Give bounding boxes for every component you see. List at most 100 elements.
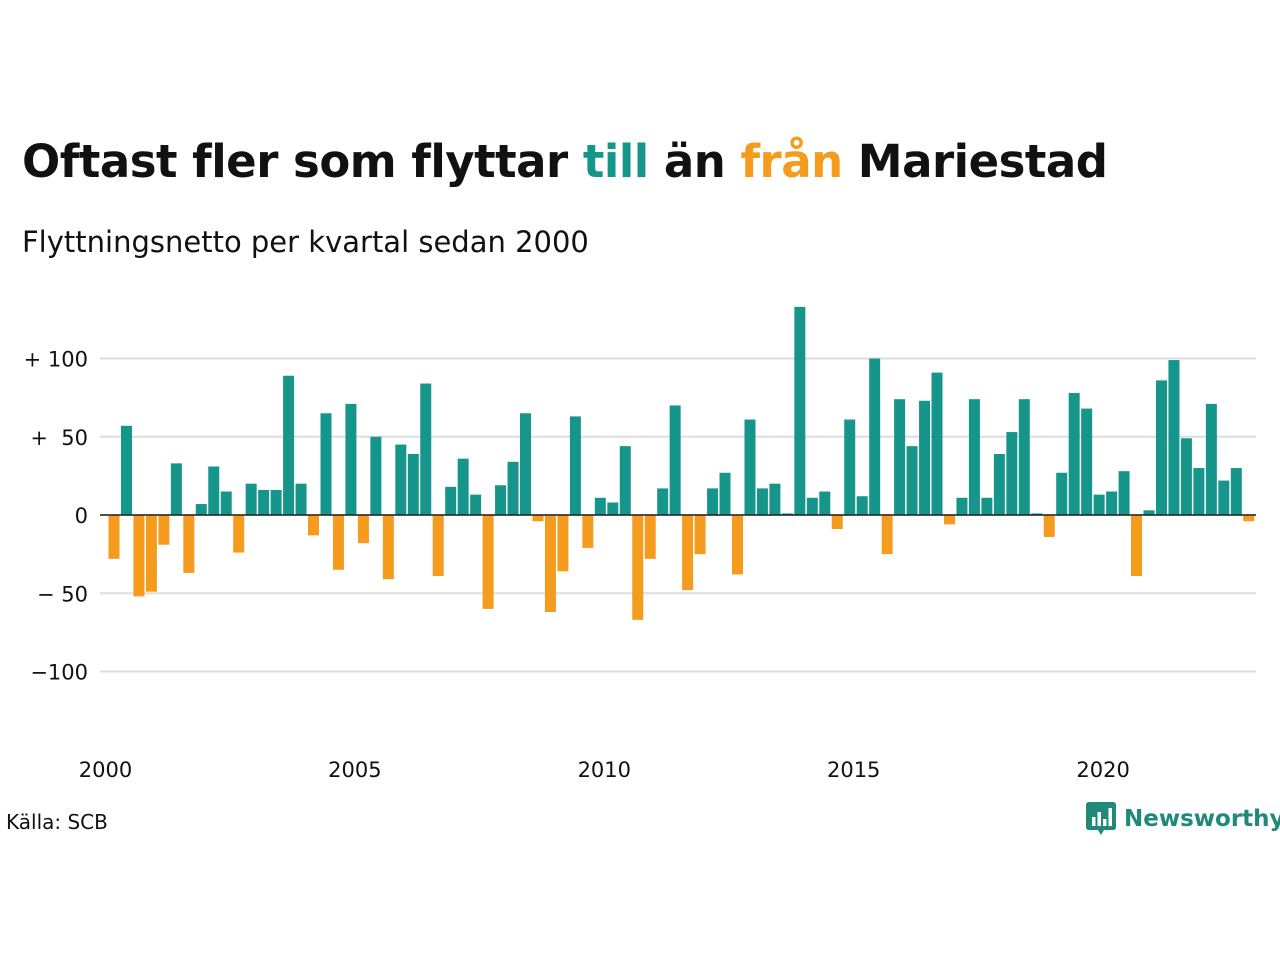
x-tick-label: 2000 — [79, 758, 132, 782]
bar — [831, 515, 843, 530]
bar — [869, 358, 881, 515]
bar — [557, 515, 569, 572]
bar — [108, 515, 120, 559]
bar — [395, 444, 407, 515]
bar — [582, 515, 594, 548]
bar — [906, 446, 918, 515]
chart-subtitle: Flyttningsnetto per kvartal sedan 2000 — [22, 225, 589, 259]
bar — [756, 488, 768, 515]
bar — [806, 497, 818, 515]
bar — [781, 513, 793, 515]
bar — [532, 515, 544, 522]
bar — [657, 488, 669, 515]
bar — [732, 515, 743, 575]
bar — [1093, 494, 1105, 515]
bar — [332, 515, 344, 570]
bar — [158, 515, 170, 545]
bar — [1081, 408, 1093, 515]
title-part3: Mariestad — [842, 135, 1108, 188]
bar — [407, 453, 419, 515]
bar — [507, 461, 519, 515]
bar — [1068, 392, 1080, 515]
bar — [357, 515, 369, 544]
bar — [133, 515, 145, 597]
title-highlight-fran: från — [740, 135, 843, 188]
bar — [632, 515, 644, 620]
bar — [819, 491, 831, 515]
bar — [1193, 468, 1205, 515]
title-highlight-till: till — [582, 135, 649, 188]
axes: + 100 + 50 0 − 50 −100 2000 2005 2010 2015 2020 — [24, 348, 1256, 782]
bar — [220, 491, 232, 515]
bar — [170, 463, 182, 515]
title-part1: Oftast fler som flyttar — [22, 135, 583, 188]
bar — [981, 497, 993, 515]
bar — [1131, 515, 1143, 577]
bar — [420, 383, 432, 515]
bar — [1230, 468, 1242, 515]
bar — [794, 306, 806, 515]
bar — [270, 489, 282, 515]
brand-name: Newsworthy — [1124, 806, 1280, 832]
x-tick-label: 2020 — [1076, 758, 1129, 782]
bar — [644, 515, 656, 559]
bar — [245, 483, 257, 515]
bar — [195, 504, 207, 516]
bar — [1243, 515, 1255, 522]
bar — [1205, 403, 1217, 515]
bar — [520, 413, 532, 515]
y-tick-label: + 50 — [30, 426, 88, 450]
bar — [968, 399, 980, 515]
bar — [844, 419, 856, 515]
bar — [682, 515, 694, 591]
bar — [669, 405, 681, 515]
x-tick-label: 2010 — [578, 758, 631, 782]
chat-bar-chart-icon — [1086, 802, 1116, 835]
source-note: Källa: SCB — [6, 810, 108, 834]
y-tick-label: 0 — [75, 504, 88, 528]
bar — [233, 515, 245, 553]
bar — [881, 515, 893, 555]
bar — [594, 497, 606, 515]
bar — [931, 372, 943, 515]
bar — [544, 515, 556, 613]
bar — [283, 375, 295, 515]
bar — [1218, 480, 1230, 515]
bar — [894, 399, 906, 515]
y-tick-label: − 50 — [37, 582, 88, 606]
bar — [1056, 472, 1068, 515]
bar — [569, 416, 581, 515]
title-part2: än — [648, 135, 741, 188]
bar — [1168, 360, 1180, 515]
bar — [1143, 510, 1155, 516]
bars — [108, 306, 1255, 620]
bar — [1031, 513, 1043, 515]
bar — [445, 486, 457, 515]
x-tick-label: 2015 — [827, 758, 880, 782]
bar — [993, 453, 1005, 515]
bar — [482, 515, 494, 609]
bar — [1106, 491, 1118, 515]
bar — [619, 446, 631, 515]
bar — [120, 425, 132, 515]
bar — [145, 515, 157, 592]
bar — [495, 485, 507, 515]
brand-logo: Newsworthy — [1086, 802, 1280, 836]
bar — [382, 515, 394, 580]
bar — [457, 458, 469, 515]
bar — [1180, 438, 1192, 515]
bar — [856, 496, 868, 515]
bar — [208, 466, 220, 516]
bar — [345, 403, 357, 515]
bar — [1043, 515, 1055, 537]
bar — [694, 515, 706, 555]
bar — [183, 515, 195, 573]
y-tick-label: + 100 — [24, 348, 88, 372]
bar — [956, 497, 968, 515]
bar — [308, 515, 320, 536]
bar — [320, 413, 332, 515]
bar-chart: + 100 + 50 0 − 50 −100 2000 2005 2010 2015 2020 — [24, 306, 1256, 782]
bar — [719, 472, 731, 515]
bar — [943, 515, 955, 525]
bar — [1018, 399, 1030, 515]
